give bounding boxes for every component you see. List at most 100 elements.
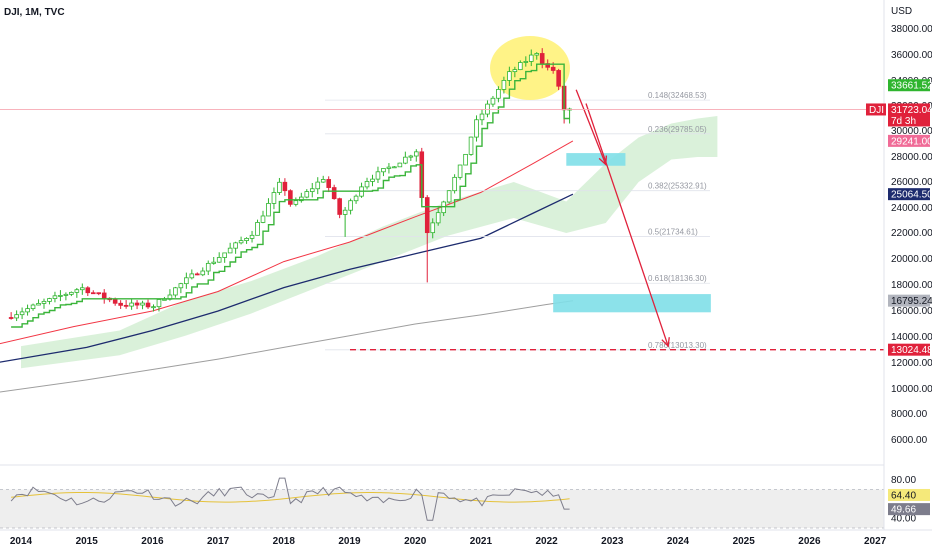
candle-body xyxy=(47,298,52,302)
rsi-tick-label-1: 40.00 xyxy=(891,513,916,524)
candle-body xyxy=(507,71,512,81)
price-badge-bg-3 xyxy=(888,114,930,127)
candle-body xyxy=(403,156,408,164)
candle-body xyxy=(528,54,534,62)
candle-body xyxy=(430,222,436,234)
candle-body xyxy=(266,203,271,217)
target-zone-1 xyxy=(566,153,626,166)
fib-label-5: 0.786(13013.30) xyxy=(648,341,707,350)
time-tick-label-5: 2019 xyxy=(338,536,361,547)
candle-body xyxy=(496,89,501,99)
candle-body xyxy=(112,299,118,304)
price-badge-label-2: 31723.04 xyxy=(891,105,932,116)
fib-label-3: 0.5(21734.61) xyxy=(648,227,698,236)
time-tick-label-1: 2015 xyxy=(76,536,99,547)
candle-body xyxy=(30,304,36,310)
candle-body xyxy=(512,69,518,73)
candle-body xyxy=(550,66,556,71)
candle-body xyxy=(134,302,140,306)
candle-body xyxy=(539,53,545,64)
projection-arrow-line-1 xyxy=(585,103,669,347)
price-tick-label-9: 20000.00 xyxy=(891,254,932,265)
candle-body xyxy=(326,179,331,188)
price-badge-bg-1 xyxy=(866,103,886,116)
rsi-line xyxy=(10,477,570,521)
candle-body xyxy=(293,200,299,205)
time-tick-label-4: 2018 xyxy=(273,536,296,547)
candle-body xyxy=(200,270,206,276)
price-badge-label-7: 13024.48 xyxy=(891,345,932,356)
price-badge-bg-2 xyxy=(888,103,930,116)
candle-body xyxy=(309,188,315,192)
candle-body xyxy=(556,70,561,87)
candle-body xyxy=(178,283,184,289)
candle-body xyxy=(282,181,288,192)
candle-body xyxy=(36,303,41,306)
candle-body xyxy=(304,191,310,198)
rsi-ma-line xyxy=(11,492,570,503)
candle-body xyxy=(435,212,441,224)
candle-body xyxy=(101,292,107,299)
price-tick-label-11: 16000.00 xyxy=(891,306,932,317)
candle-body xyxy=(58,295,63,297)
candle-body xyxy=(397,162,403,168)
candle-body xyxy=(90,292,96,295)
candle-body xyxy=(413,151,419,157)
candle-body xyxy=(156,299,162,308)
candle-body xyxy=(392,166,397,169)
price-tick-label-15: 8000.00 xyxy=(891,409,928,420)
fib-label-4: 0.618(18136.30) xyxy=(648,274,707,283)
price-badge-label-3: 7d 3h xyxy=(891,116,916,127)
time-tick-label-10: 2024 xyxy=(667,536,690,547)
fib-label-2: 0.382(25332.91) xyxy=(648,182,707,191)
candle-body xyxy=(205,262,211,272)
candle-body xyxy=(468,136,474,155)
ema-red-line xyxy=(0,140,574,345)
price-tick-label-0: 38000.00 xyxy=(891,24,932,35)
candle-body xyxy=(129,302,134,307)
candle-body xyxy=(244,238,249,242)
time-tick-label-0: 2014 xyxy=(10,536,33,547)
candle-body xyxy=(424,197,430,234)
price-tick-label-7: 24000.00 xyxy=(891,203,932,214)
time-tick-label-9: 2023 xyxy=(601,536,624,547)
candle-body xyxy=(364,181,370,188)
price-tick-label-13: 12000.00 xyxy=(891,358,932,369)
price-badge-bg-7 xyxy=(888,343,930,356)
time-tick-label-12: 2026 xyxy=(798,536,821,547)
price-tick-label-6: 26000.00 xyxy=(891,177,932,188)
price-tick-label-10: 18000.00 xyxy=(891,280,932,291)
candle-body xyxy=(8,317,14,319)
candle-body xyxy=(288,190,293,205)
candle-body xyxy=(25,308,30,313)
candle-body xyxy=(463,153,468,166)
time-tick-label-13: 2027 xyxy=(864,536,887,547)
candle-body xyxy=(479,113,485,121)
candle-body xyxy=(151,306,156,309)
symbol-title: DJI, 1M, TVC xyxy=(4,7,65,18)
candle-body xyxy=(69,291,74,295)
rsi-badge-bg-1 xyxy=(888,503,930,516)
candle-body xyxy=(320,179,326,183)
price-badge-label-5: 25064.50 xyxy=(891,190,932,201)
candle-body xyxy=(123,304,129,307)
candle-body xyxy=(222,252,227,258)
candle-body xyxy=(63,293,69,296)
price-tick-label-16: 6000.00 xyxy=(891,435,928,446)
candle-body xyxy=(337,198,342,215)
price-badge-bg-0 xyxy=(888,79,930,92)
candle-body xyxy=(255,222,260,236)
candle-body xyxy=(145,302,151,308)
top-highlight-ellipse xyxy=(490,36,570,100)
candle-body xyxy=(446,190,452,203)
candle-body xyxy=(348,200,353,211)
candle-body xyxy=(96,292,102,295)
candle-body xyxy=(238,240,244,244)
price-tick-label-1: 36000.00 xyxy=(891,50,932,61)
candle-body xyxy=(277,181,282,193)
fib-label-0: 0.148(32468.53) xyxy=(648,91,707,100)
rsi-tick-label-0: 80.00 xyxy=(891,475,916,486)
time-tick-label-6: 2020 xyxy=(404,536,427,547)
